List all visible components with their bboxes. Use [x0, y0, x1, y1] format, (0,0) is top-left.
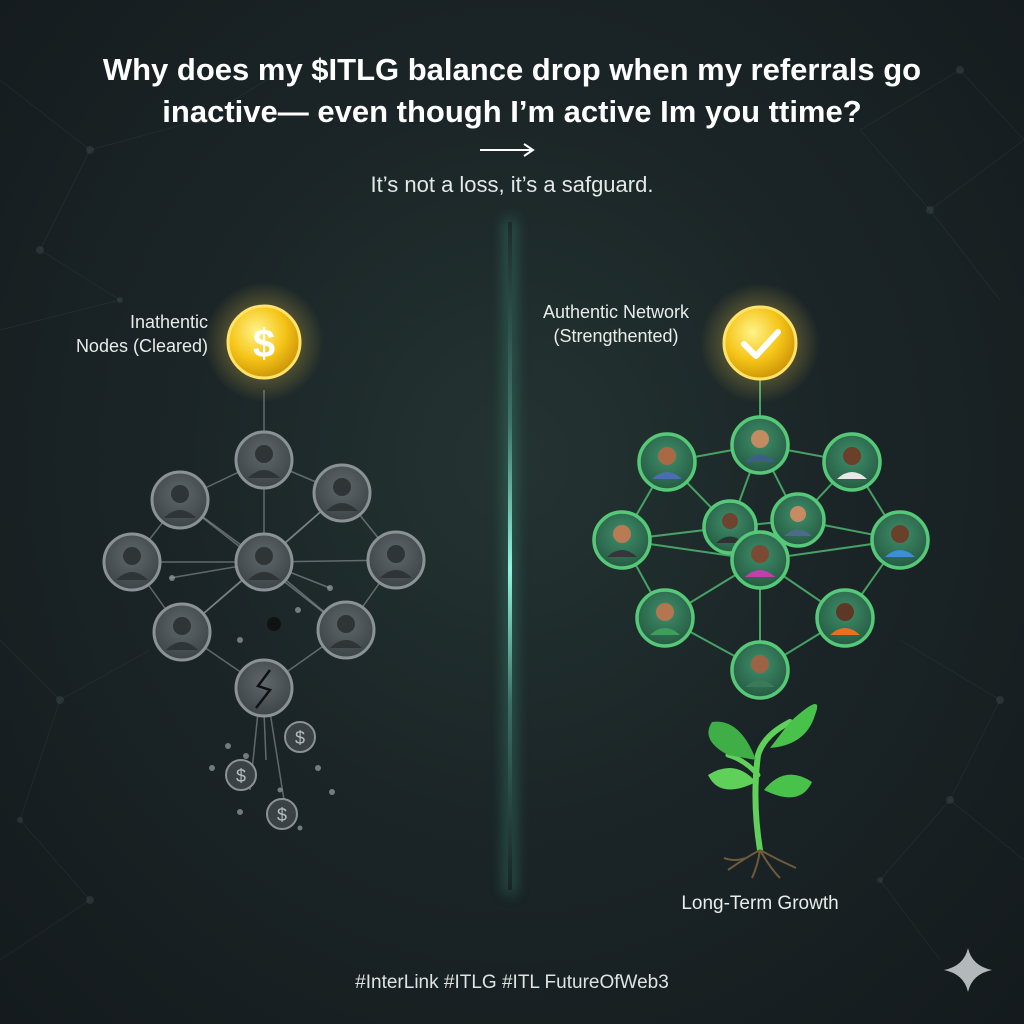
inactive-node	[366, 530, 426, 590]
inactive-node	[316, 600, 376, 660]
broken-node	[234, 658, 294, 718]
scattered-particles	[169, 575, 335, 831]
left-inactive-nodes	[102, 430, 426, 718]
active-node	[815, 588, 875, 648]
inactive-node	[312, 463, 372, 523]
svg-text:$: $	[295, 728, 305, 748]
title-line-2: inactive— even though I’m active Im you …	[162, 94, 862, 129]
hashtags: #InterLink #ITLG #ITL FutureOfWeb3	[355, 972, 669, 993]
svg-text:$: $	[277, 805, 287, 825]
sprout-roots	[723, 849, 797, 879]
active-node	[592, 510, 652, 570]
active-node	[870, 510, 930, 570]
falling-coins: $ $ $	[225, 721, 316, 830]
center-divider	[508, 222, 512, 890]
inactive-node	[102, 532, 162, 592]
right-active-nodes	[592, 415, 930, 700]
growth-label: Long-Term Growth	[681, 893, 839, 914]
inactive-node	[234, 430, 294, 490]
arrow-right-icon	[480, 143, 535, 157]
left-panel-label: Inathentic Nodes (Cleared)	[40, 310, 208, 358]
checkmark-coin-icon	[722, 305, 798, 381]
sprout-icon	[708, 704, 818, 879]
active-node	[822, 432, 882, 492]
dollar-coin-icon: $	[226, 304, 302, 380]
active-node	[637, 432, 697, 492]
sparkle-icon	[944, 948, 992, 992]
title-line-1: Why does my $ITLG balance drop when my r…	[102, 52, 922, 87]
right-label-line-2: (Strengthented)	[553, 326, 679, 346]
subtitle: It’s not a loss, it’s a safguard.	[370, 172, 654, 197]
inactive-node	[234, 532, 294, 592]
right-label-line-1: Authentic Network	[542, 302, 690, 322]
active-node	[730, 530, 790, 590]
svg-text:$: $	[236, 766, 246, 786]
left-label-line-2: Nodes (Cleared)	[75, 336, 208, 356]
inactive-node	[150, 470, 210, 530]
falling-coin-icon: $	[266, 798, 298, 830]
falling-coin-icon: $	[225, 759, 257, 791]
left-label-line-1: Inathentic	[129, 312, 208, 332]
active-node	[635, 588, 695, 648]
inactive-node	[152, 602, 212, 662]
coin-dollar-symbol: $	[253, 322, 275, 366]
active-node	[770, 492, 826, 548]
right-panel-label: Authentic Network (Strengthented)	[520, 300, 712, 348]
left-network: $ $ $ $	[102, 282, 426, 831]
active-node	[730, 640, 790, 700]
active-node	[730, 415, 790, 475]
falling-coin-icon: $	[284, 721, 316, 753]
right-network	[592, 283, 930, 879]
